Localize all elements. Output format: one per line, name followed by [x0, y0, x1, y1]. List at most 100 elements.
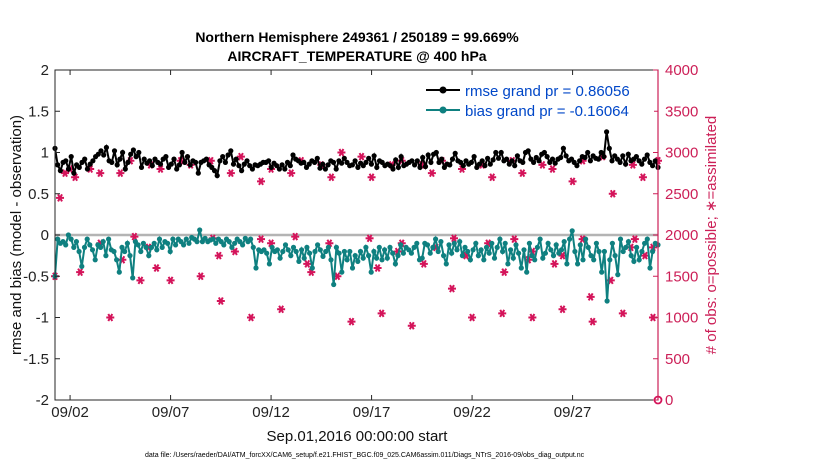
- bias-point: [143, 244, 149, 250]
- rmse-point: [76, 164, 82, 170]
- bias-point: [98, 244, 104, 250]
- bias-point: [604, 298, 610, 304]
- bias-point: [583, 236, 589, 242]
- obs-assimilated-marker: [357, 152, 366, 161]
- rmse-point: [420, 154, 426, 161]
- rmse-point: [617, 159, 623, 165]
- rmse-point: [495, 155, 502, 161]
- rmse-point: [414, 158, 420, 164]
- bias-point: [186, 240, 192, 246]
- rmse-point: [90, 158, 96, 164]
- obs-assimilated-marker: [106, 313, 115, 322]
- y-left-tick-label: 1: [41, 145, 49, 162]
- legend: rmse grand pr = 0.86056 bias grand pr = …: [424, 80, 654, 124]
- bias-point: [165, 240, 171, 246]
- obs-assimilated-marker: [196, 272, 205, 281]
- rmse-point: [552, 160, 558, 166]
- rmse-point: [68, 154, 74, 160]
- rmse-point: [149, 163, 155, 169]
- obs-marker-stroke: [62, 169, 68, 178]
- rmse-point: [122, 166, 128, 172]
- obs-marker-stroke: [501, 268, 508, 277]
- obs-marker-stroke: [72, 173, 78, 182]
- bias-point: [508, 247, 514, 253]
- obs-assimilated-marker: [548, 165, 557, 173]
- bias-point: [248, 236, 254, 242]
- legend-background: [424, 80, 654, 124]
- rmse-point: [650, 163, 656, 169]
- obs-assimilated-marker: [166, 276, 175, 285]
- bias-point: [307, 250, 313, 256]
- bias-point: [63, 242, 69, 248]
- bias-point: [596, 248, 602, 255]
- obs-marker-stroke: [640, 173, 646, 182]
- obs-marker-stroke: [328, 173, 335, 182]
- bias-point: [644, 236, 650, 242]
- y-left-tick-label: 0: [41, 227, 49, 244]
- rmse-point: [577, 158, 583, 164]
- bias-point: [518, 265, 524, 271]
- bias-point: [497, 236, 503, 242]
- obs-marker-stroke: [197, 272, 204, 281]
- obs-marker-stroke: [258, 235, 264, 244]
- bias-point: [315, 242, 321, 248]
- bias-point: [542, 250, 549, 256]
- rmse-point: [182, 159, 188, 165]
- bias-point: [331, 281, 337, 288]
- bias-point: [363, 244, 369, 250]
- bias-point: [194, 239, 200, 245]
- rmse-point: [195, 170, 201, 176]
- bias-point: [312, 248, 318, 255]
- obs-marker-stroke: [569, 177, 576, 186]
- rmse-point: [214, 173, 220, 179]
- obs-assimilated-marker: [291, 232, 300, 241]
- obs-assimilated-marker: [638, 173, 647, 182]
- bias-point: [135, 242, 141, 248]
- y-left-tick-label: -1.5: [23, 351, 49, 368]
- obs-marker-stroke: [579, 235, 586, 244]
- bias-point: [349, 265, 356, 271]
- rmse-point: [482, 163, 488, 169]
- bias-point: [357, 248, 364, 255]
- obs-marker-stroke: [551, 259, 558, 268]
- bias-point: [76, 248, 82, 255]
- obs-marker-stroke: [559, 251, 566, 260]
- bias-point: [599, 269, 605, 275]
- bias-point: [333, 244, 339, 250]
- obs-marker-stroke: [167, 276, 174, 285]
- obs-assimilated-marker: [76, 268, 85, 277]
- rmse-point: [117, 156, 123, 162]
- bias-point: [130, 275, 136, 281]
- obs-marker-stroke: [288, 169, 295, 178]
- bias-point: [347, 248, 353, 255]
- rmse-point: [504, 156, 510, 162]
- bias-point: [114, 257, 120, 263]
- y-right-tick-label: 500: [665, 351, 690, 368]
- y-axis-left-label: rmse and bias (model - observation): [8, 115, 25, 355]
- obs-marker-stroke: [131, 232, 138, 241]
- rmse-point: [598, 149, 604, 156]
- rmse-point: [641, 156, 648, 162]
- bias-point: [398, 242, 404, 248]
- rmse-point: [393, 157, 399, 163]
- rmse-point: [449, 156, 456, 162]
- obs-marker-stroke: [650, 313, 656, 322]
- rmse-point: [531, 159, 537, 165]
- obs-marker-stroke: [157, 165, 164, 173]
- obs-assimilated-marker: [216, 297, 225, 305]
- obs-assimilated-marker: [116, 169, 125, 178]
- obs-assimilated-marker: [500, 268, 509, 277]
- rmse-point: [141, 156, 147, 162]
- bias-point: [379, 257, 385, 263]
- bias-point: [564, 261, 570, 267]
- bias-point: [288, 253, 294, 259]
- bias-point: [601, 248, 608, 255]
- bias-point: [513, 242, 519, 248]
- bias-point: [481, 257, 487, 263]
- obs-marker-stroke: [217, 297, 224, 305]
- obs-marker-stroke: [449, 284, 455, 293]
- bias-point: [71, 244, 77, 250]
- rmse-point: [203, 156, 209, 162]
- bias-point: [323, 248, 329, 255]
- rmse-point: [595, 156, 602, 162]
